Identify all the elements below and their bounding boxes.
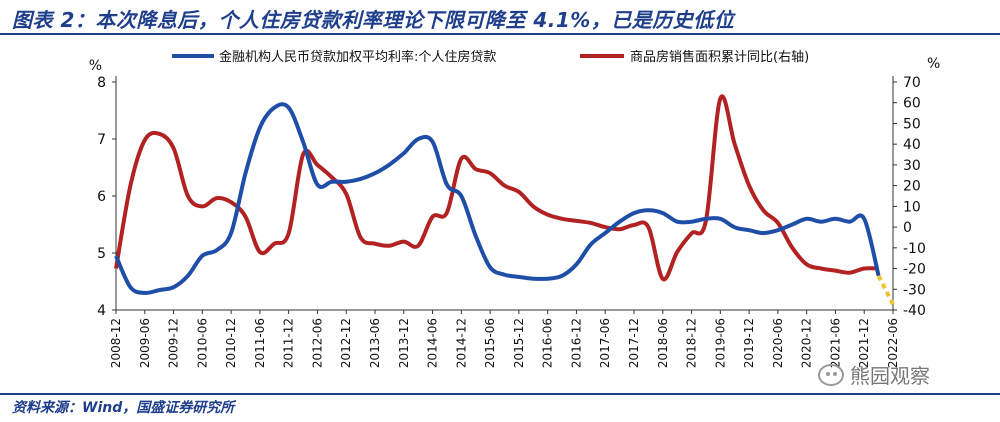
x-tick-label: 2020-12 [800, 318, 814, 368]
x-tick-label: 2021-06 [828, 318, 842, 368]
title-divider [0, 33, 1000, 35]
left-tick-label: 6 [97, 189, 106, 205]
left-tick-label: 4 [97, 303, 106, 319]
x-tick-label: 2010-12 [224, 318, 238, 368]
wechat-icon [818, 363, 844, 386]
x-tick-label: 2012-12 [339, 318, 353, 368]
watermark: 熊园观察 [818, 360, 930, 389]
x-tick-label: 2008-12 [109, 318, 123, 368]
legend-label-rate: 金融机构人民币贷款加权平均利率:个人住房贷款 [219, 49, 496, 65]
left-axis-unit: % [89, 58, 102, 74]
x-tick-label: 2022-06 [886, 318, 900, 368]
footer-divider [0, 393, 1000, 395]
right-tick-label: 30 [903, 158, 921, 174]
watermark-text: 熊园观察 [850, 364, 930, 388]
x-tick-label: 2018-12 [685, 318, 699, 368]
right-tick-label: 0 [903, 220, 912, 236]
x-tick-label: 2009-12 [167, 318, 181, 368]
chart-title-bar: 图表 2：本次降息后，个人住房贷款利率理论下限可降至 4.1%，已是历史低位 [0, 0, 1000, 33]
legend-label-sales: 商品房销售面积累计同比(右轴) [630, 49, 809, 65]
projection-dashed-line [876, 274, 895, 306]
right-tick-label: 60 [903, 96, 921, 112]
x-tick-label: 2015-06 [483, 318, 497, 368]
chart-title: 图表 2：本次降息后，个人住房贷款利率理论下限可降至 4.1%，已是历史低位 [12, 8, 735, 32]
x-tick-label: 2009-06 [138, 318, 152, 368]
x-tick-label: 2012-06 [310, 318, 324, 368]
left-tick-label: 8 [97, 75, 106, 91]
right-tick-label: 10 [903, 199, 921, 215]
x-tick-label: 2014-06 [426, 318, 440, 368]
x-tick-label: 2011-06 [253, 318, 267, 368]
right-tick-label: -40 [903, 303, 926, 319]
x-tick-label: 2019-12 [742, 318, 756, 368]
x-tick-label: 2020-06 [771, 318, 785, 368]
right-tick-label: -20 [903, 262, 926, 278]
x-tick-label: 2013-12 [397, 318, 411, 368]
series-line-mortgage-rate [114, 102, 881, 295]
x-tick-label: 2017-06 [598, 318, 612, 368]
left-tick-label: 7 [97, 132, 106, 148]
right-tick-label: 40 [903, 137, 921, 153]
right-tick-label: 20 [903, 179, 921, 195]
x-tick-label: 2016-06 [541, 318, 555, 368]
series-line-sales-area-yoy [114, 94, 879, 282]
x-tick-label: 2010-06 [195, 318, 209, 368]
left-tick-label: 5 [97, 246, 106, 262]
right-axis-unit: % [927, 56, 940, 72]
right-tick-label: 70 [903, 75, 921, 91]
x-tick-label: 2017-12 [627, 318, 641, 368]
x-tick-label: 2016-12 [569, 318, 583, 368]
x-tick-label: 2014-12 [454, 318, 468, 368]
x-tick-label: 2013-06 [368, 318, 382, 368]
right-tick-label: -30 [903, 282, 926, 298]
x-tick-label: 2011-12 [282, 318, 296, 368]
right-tick-label: 50 [903, 116, 921, 132]
x-tick-label: 2015-12 [512, 318, 526, 368]
source-note: 资料来源：Wind，国盛证券研究所 [12, 400, 235, 416]
x-tick-label: 2021-12 [857, 318, 871, 368]
x-tick-label: 2018-06 [656, 318, 670, 368]
x-tick-label: 2019-06 [713, 318, 727, 368]
right-tick-label: -10 [903, 241, 926, 257]
chart-canvas: 4 5 6 7 8% -40 -30 -20 -10 0 10 20 30 40 50 60 70% 2008-1… [89, 49, 941, 368]
